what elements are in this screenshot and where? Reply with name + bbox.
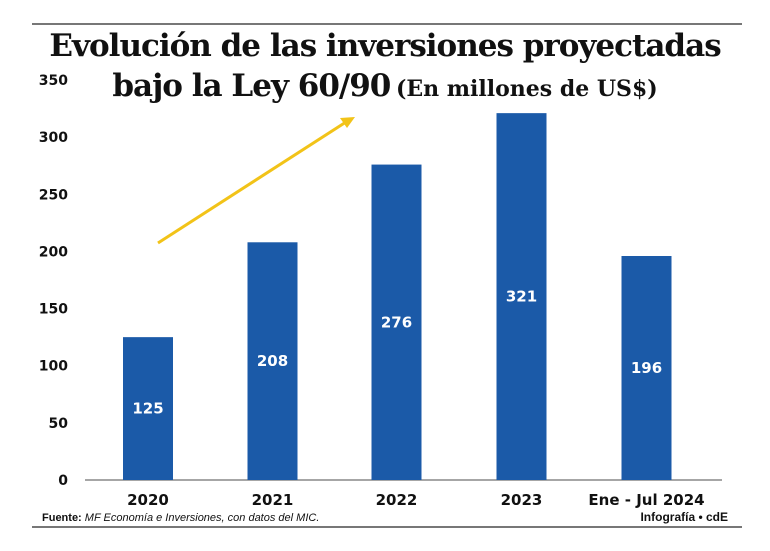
- source-note: Fuente: MF Economía e Inversiones, con d…: [42, 512, 319, 524]
- trend-arrow-shaft: [157, 120, 347, 245]
- chart-title: Evolución de las inversiones proyectadas…: [0, 26, 770, 111]
- bar: [496, 113, 547, 481]
- x-tick-label: 2022: [376, 491, 418, 509]
- y-tick-label: 350: [39, 73, 68, 89]
- bar: [123, 337, 173, 480]
- source-text: MF Economía e Inversiones, con datos del…: [84, 512, 320, 524]
- source-label: Fuente:: [42, 512, 82, 524]
- trend-arrow-head-icon: [340, 117, 355, 128]
- y-tick-label: 100: [39, 359, 68, 375]
- bar: [621, 256, 672, 480]
- bar-value-label: 125: [132, 400, 163, 418]
- x-tick-label: Ene - Jul 2024: [588, 491, 704, 509]
- x-tick-label: 2023: [501, 491, 543, 509]
- title-line-1: Evolución de las inversiones proyectadas: [49, 28, 721, 64]
- y-tick-label: 50: [49, 416, 69, 432]
- y-tick-label: 200: [39, 244, 68, 260]
- bar: [247, 242, 298, 480]
- y-tick-label: 0: [58, 473, 68, 489]
- y-tick-label: 300: [39, 130, 68, 146]
- bottom-rule: [32, 526, 742, 528]
- credit-logo: Infografía • cdE: [640, 510, 728, 524]
- title-line-2: bajo la Ley 60/90: [112, 68, 391, 104]
- x-tick-label: 2021: [252, 491, 294, 509]
- bar-value-label: 321: [506, 288, 537, 306]
- y-tick-label: 150: [39, 302, 68, 318]
- bar: [371, 164, 422, 481]
- chart-subtitle: (En millones de US$): [395, 76, 658, 102]
- bar-value-label: 208: [257, 352, 288, 370]
- bar-value-label: 196: [631, 359, 662, 377]
- bar-value-label: 276: [381, 313, 412, 331]
- x-tick-label: 2020: [127, 491, 169, 509]
- y-tick-label: 250: [39, 187, 68, 203]
- top-rule: [32, 23, 742, 25]
